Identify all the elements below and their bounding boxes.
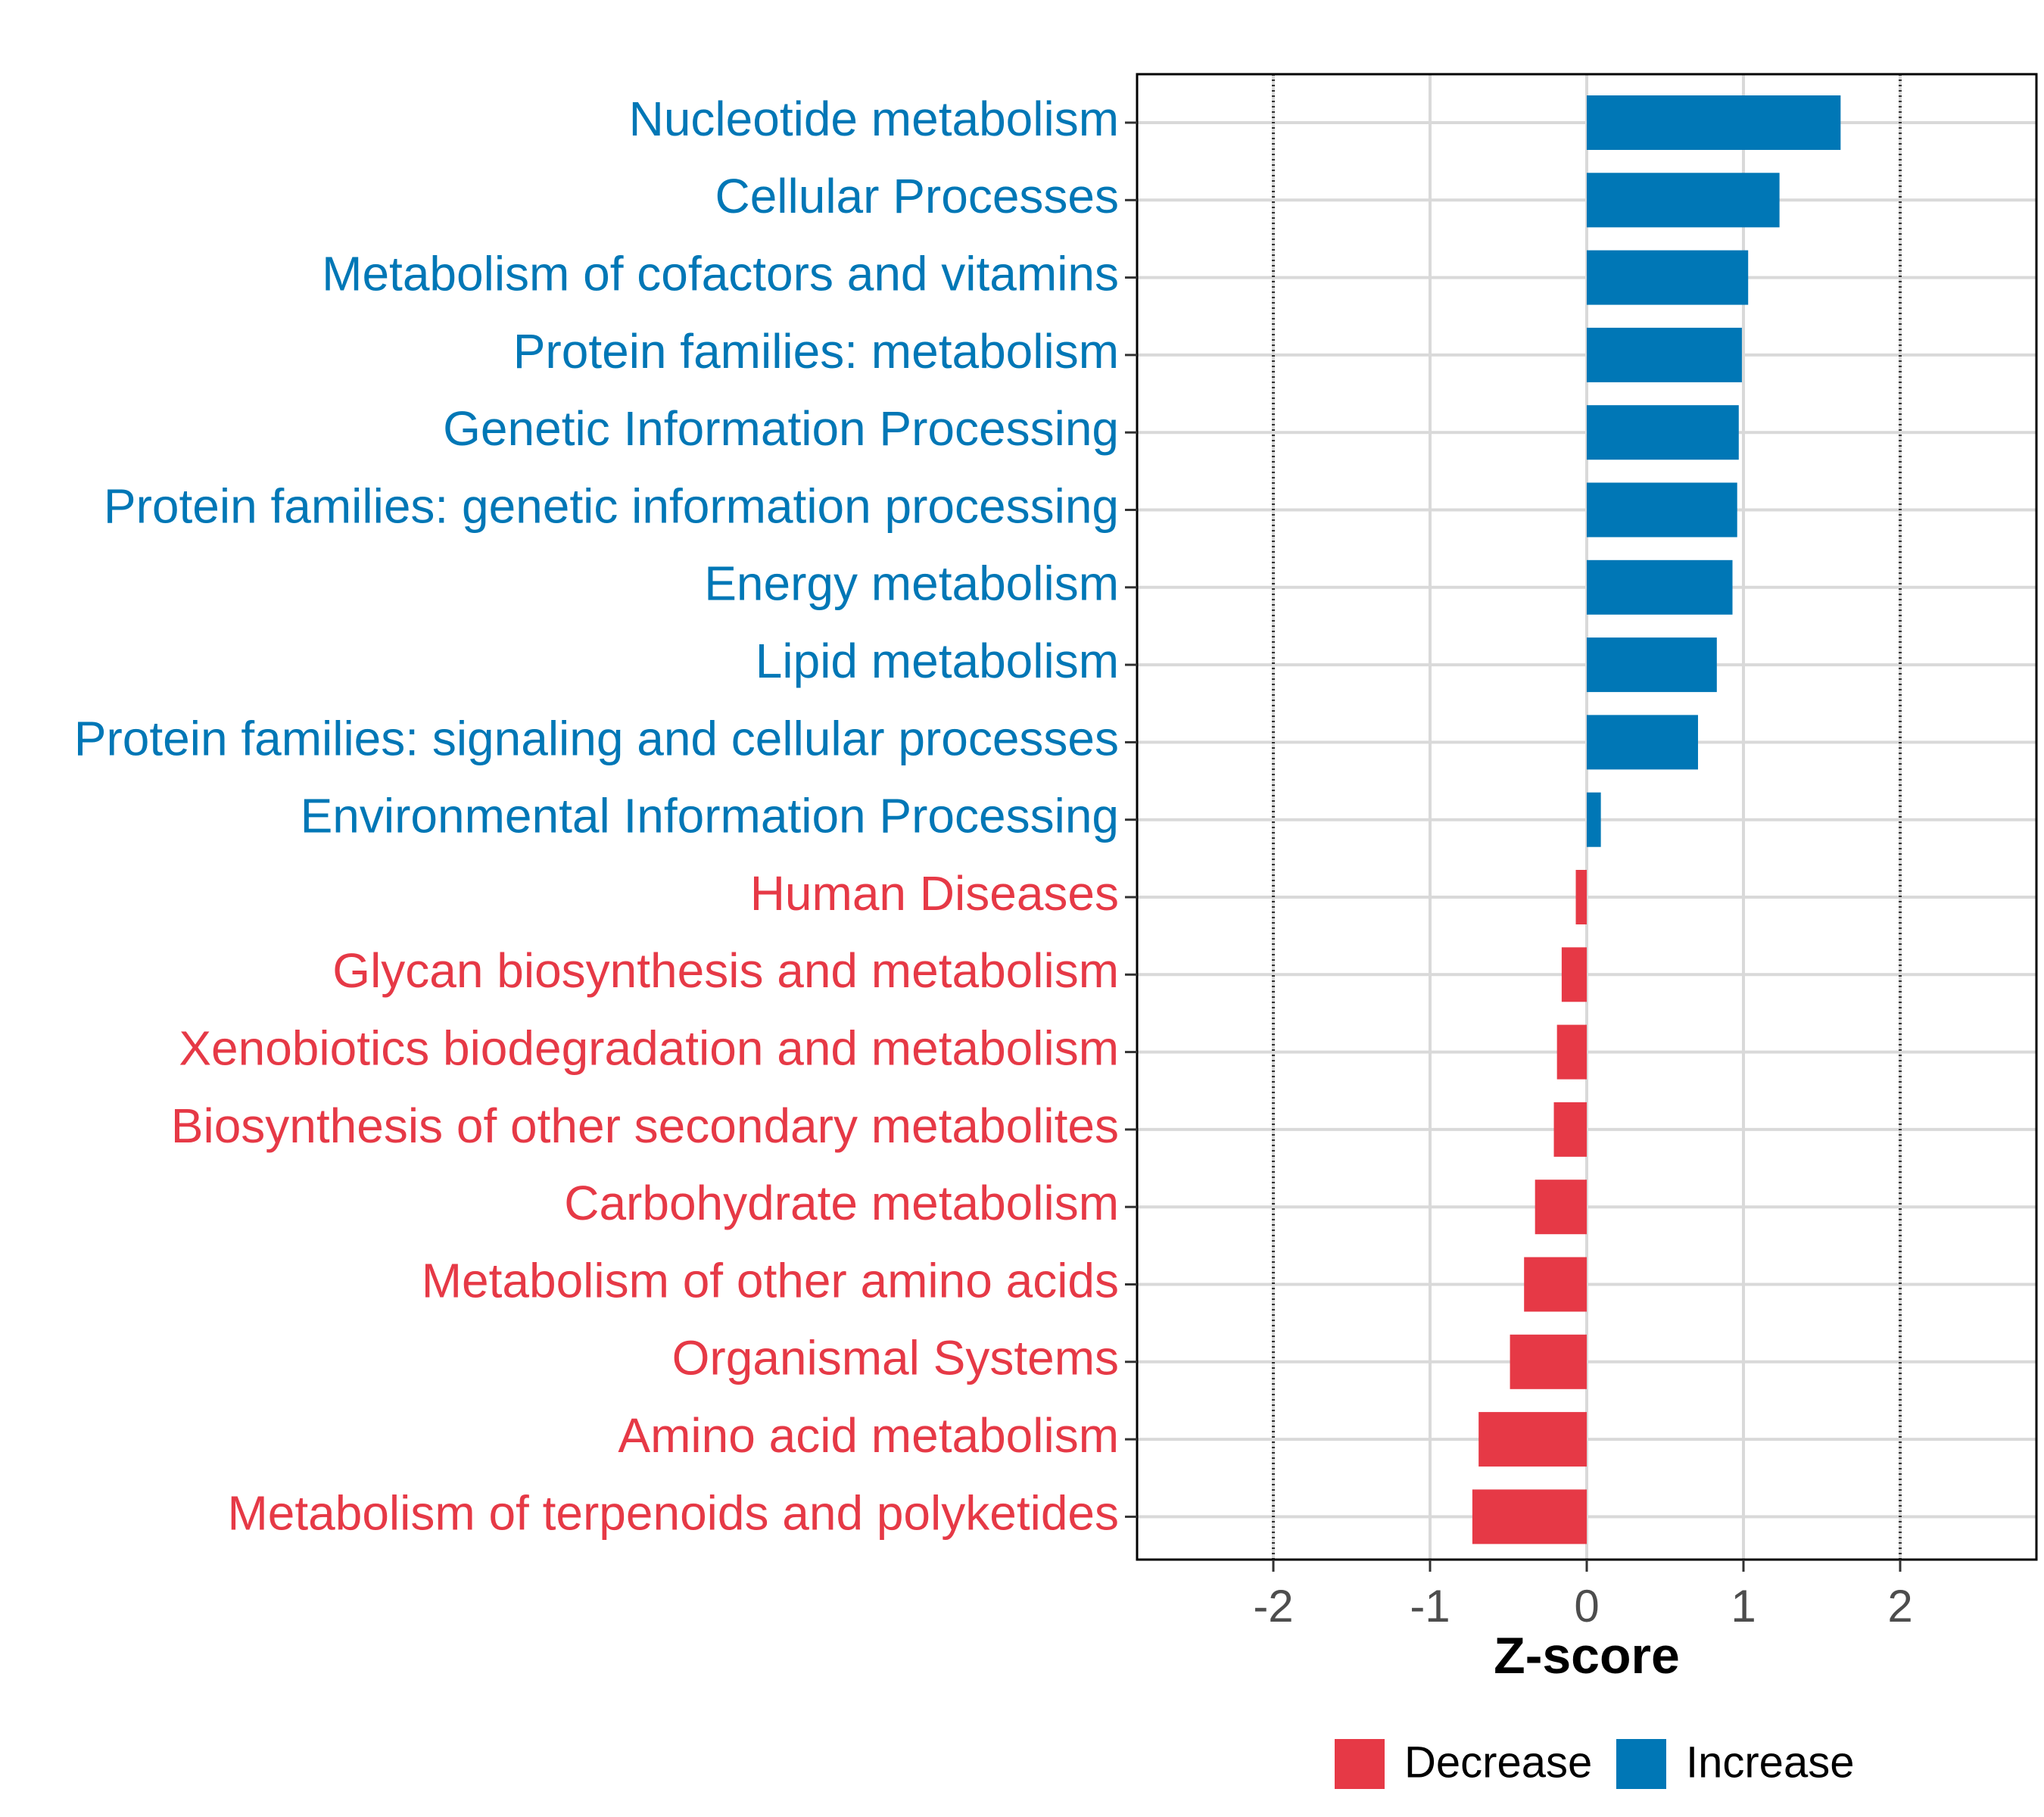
bar xyxy=(1587,482,1737,538)
bar xyxy=(1556,1024,1587,1080)
bar xyxy=(1587,173,1780,228)
y-tick-label: Protein families: metabolism xyxy=(513,324,1119,379)
legend-key xyxy=(1616,1739,1666,1789)
legend: Decrease Increase xyxy=(1335,1738,1854,1789)
legend-label: Decrease xyxy=(1404,1738,1592,1787)
bar xyxy=(1587,95,1841,150)
y-tick-label: Cellular Processes xyxy=(715,169,1119,223)
bar xyxy=(1510,1334,1587,1389)
bar xyxy=(1587,405,1739,460)
x-tick-label: -1 xyxy=(1410,1581,1450,1632)
y-tick-label: Protein families: signaling and cellular… xyxy=(74,711,1119,765)
x-tick-label: -2 xyxy=(1253,1581,1293,1632)
y-tick-label: Carbohydrate metabolism xyxy=(564,1176,1119,1230)
bar xyxy=(1561,947,1587,1002)
bar xyxy=(1575,870,1587,924)
y-tick-label: Energy metabolism xyxy=(704,556,1119,611)
bar xyxy=(1524,1257,1587,1312)
y-tick-label: Genetic Information Processing xyxy=(443,401,1119,456)
y-tick-label: Xenobiotics biodegradation and metabolis… xyxy=(179,1021,1119,1076)
y-tick-label: Organismal Systems xyxy=(672,1331,1119,1385)
bar xyxy=(1587,559,1733,615)
x-tick-label: 1 xyxy=(1731,1581,1756,1632)
x-tick-label: 0 xyxy=(1574,1581,1599,1632)
bar xyxy=(1587,637,1717,693)
y-tick-label: Biosynthesis of other secondary metaboli… xyxy=(171,1099,1119,1153)
bar xyxy=(1535,1180,1587,1235)
y-tick-label: Nucleotide metabolism xyxy=(629,92,1119,146)
bar xyxy=(1587,792,1601,847)
bar xyxy=(1478,1412,1587,1467)
bar xyxy=(1587,250,1749,305)
bars xyxy=(1472,95,1841,1544)
legend-label: Increase xyxy=(1686,1738,1854,1787)
x-axis: -2 -1 0 1 2 xyxy=(1253,1560,1913,1632)
y-tick-label: Environmental Information Processing xyxy=(301,789,1119,843)
bar xyxy=(1553,1102,1587,1157)
reference-lines xyxy=(1272,74,1902,1560)
bar xyxy=(1587,715,1698,770)
y-axis: Nucleotide metabolism Cellular Processes M… xyxy=(74,92,1137,1540)
y-tick-label: Amino acid metabolism xyxy=(618,1408,1119,1463)
y-tick-label: Metabolism of other amino acids xyxy=(422,1253,1119,1307)
x-axis-title: Z-score xyxy=(1494,1627,1680,1685)
y-tick-label: Lipid metabolism xyxy=(756,634,1119,688)
x-tick-label: 2 xyxy=(1887,1581,1912,1632)
y-tick-label: Protein families: genetic information pr… xyxy=(104,478,1119,533)
bar xyxy=(1587,327,1742,382)
y-tick-label: Human Diseases xyxy=(750,866,1119,921)
legend-key xyxy=(1335,1739,1385,1789)
y-tick-label: Metabolism of terpenoids and polyketides xyxy=(227,1485,1119,1540)
y-tick-label: Glycan biosynthesis and metabolism xyxy=(332,943,1119,998)
bar xyxy=(1472,1489,1587,1544)
y-tick-label: Metabolism of cofactors and vitamins xyxy=(322,247,1119,301)
